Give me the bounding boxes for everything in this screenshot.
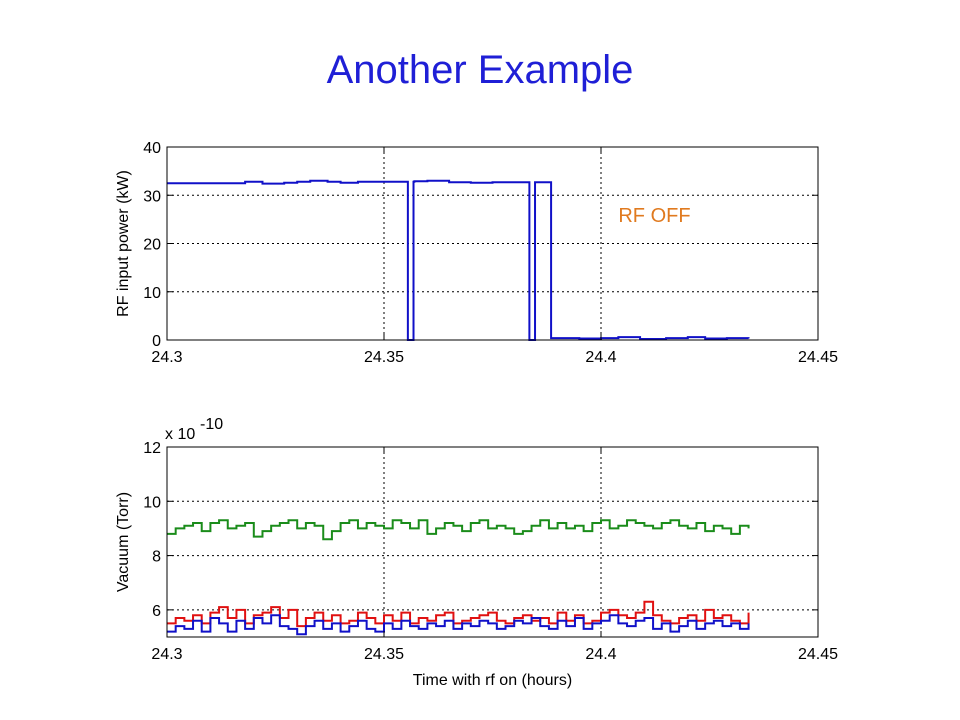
y-multiplier-exponent: -10	[200, 416, 223, 433]
y-tick-label: 30	[143, 188, 161, 205]
x-tick-label: 24.4	[585, 349, 616, 366]
x-tick-label: 24.3	[151, 646, 182, 663]
y-multiplier-label: x 10	[165, 426, 195, 443]
series-line	[167, 519, 750, 541]
y-axis-label: Vacuum (Torr)	[115, 492, 132, 592]
x-tick-label: 24.35	[364, 349, 404, 366]
x-tick-label: 24.35	[364, 646, 404, 663]
series-line	[167, 614, 750, 636]
y-tick-label: 6	[152, 603, 161, 620]
y-tick-label: 20	[143, 237, 161, 254]
y-tick-label: 12	[143, 440, 161, 457]
vacuum-chart: 24.3 24.35 24.4 24.45 6 8 10 12 Vacuum (Torr) Tim…	[115, 416, 838, 689]
y-tick-label: 10	[143, 494, 161, 511]
y-axis-label: RF input power (kW)	[115, 170, 132, 317]
y-tick-label: 40	[143, 140, 161, 157]
y-tick-label: 8	[152, 549, 161, 566]
x-tick-label: 24.3	[151, 349, 182, 366]
series-line	[167, 179, 750, 341]
x-tick-label: 24.45	[798, 646, 838, 663]
x-tick-label: 24.45	[798, 349, 838, 366]
slide-title: Another Example	[326, 48, 634, 92]
x-tick-label: 24.4	[585, 646, 616, 663]
plot-frame	[166, 446, 819, 638]
rf-power-chart: 24.3 24.35 24.4 24.45 0 10 20 30 40 RF input powe…	[115, 140, 838, 366]
y-tick-label: 0	[152, 333, 161, 350]
x-axis-label: Time with rf on (hours)	[413, 672, 572, 689]
y-tick-label: 10	[143, 285, 161, 302]
rf-off-annotation: RF OFF	[618, 205, 690, 227]
